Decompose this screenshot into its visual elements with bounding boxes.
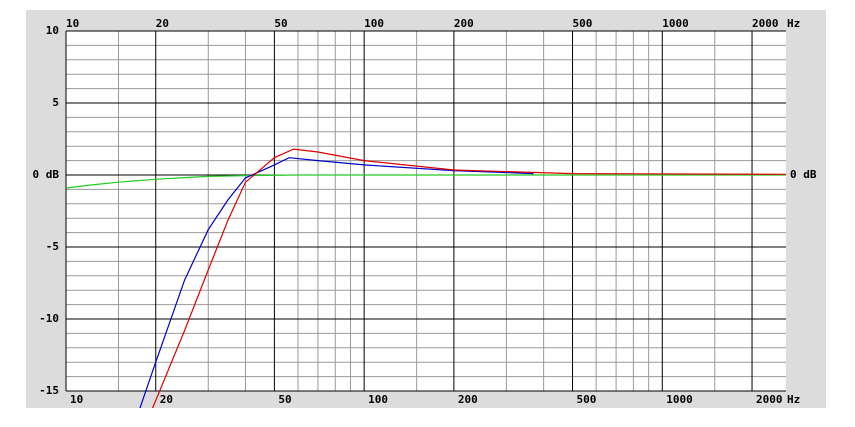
x-tick-label: 10 (70, 393, 83, 406)
x-unit: Hz (787, 393, 800, 406)
x-unit: Hz (787, 17, 800, 30)
x-tick-label: 200 (454, 17, 474, 30)
series-line (65, 174, 786, 189)
x-tick-label: 100 (364, 17, 384, 30)
y-tick-label: -15 (39, 384, 59, 397)
x-tick-label: 20 (160, 393, 173, 406)
x-tick-label: 500 (573, 17, 593, 30)
x-tick-label: 200 (458, 393, 478, 406)
x-tick-label: 500 (577, 393, 597, 406)
y-tick-label: 10 (46, 24, 59, 37)
series-line (139, 157, 534, 408)
x-tick-label: 50 (278, 393, 291, 406)
y-tick-label: 5 (52, 96, 59, 109)
x-tick-label: 1000 (666, 393, 693, 406)
x-tick-label: 1000 (662, 17, 689, 30)
series-line (151, 148, 787, 408)
x-tick-label: 50 (274, 17, 287, 30)
y-tick-label: 0 dB (33, 168, 60, 181)
y-tick-label: -10 (39, 312, 59, 325)
x-tick-label: 10 (66, 17, 79, 30)
x-tick-label: 100 (368, 393, 388, 406)
y-tick-label: -5 (46, 240, 59, 253)
y-tick-label-right: 0 dB (790, 168, 817, 181)
x-tick-label: 2000 (756, 393, 783, 406)
x-tick-label: 2000 (752, 17, 779, 30)
plot-area (66, 31, 786, 391)
x-tick-label: 20 (156, 17, 169, 30)
